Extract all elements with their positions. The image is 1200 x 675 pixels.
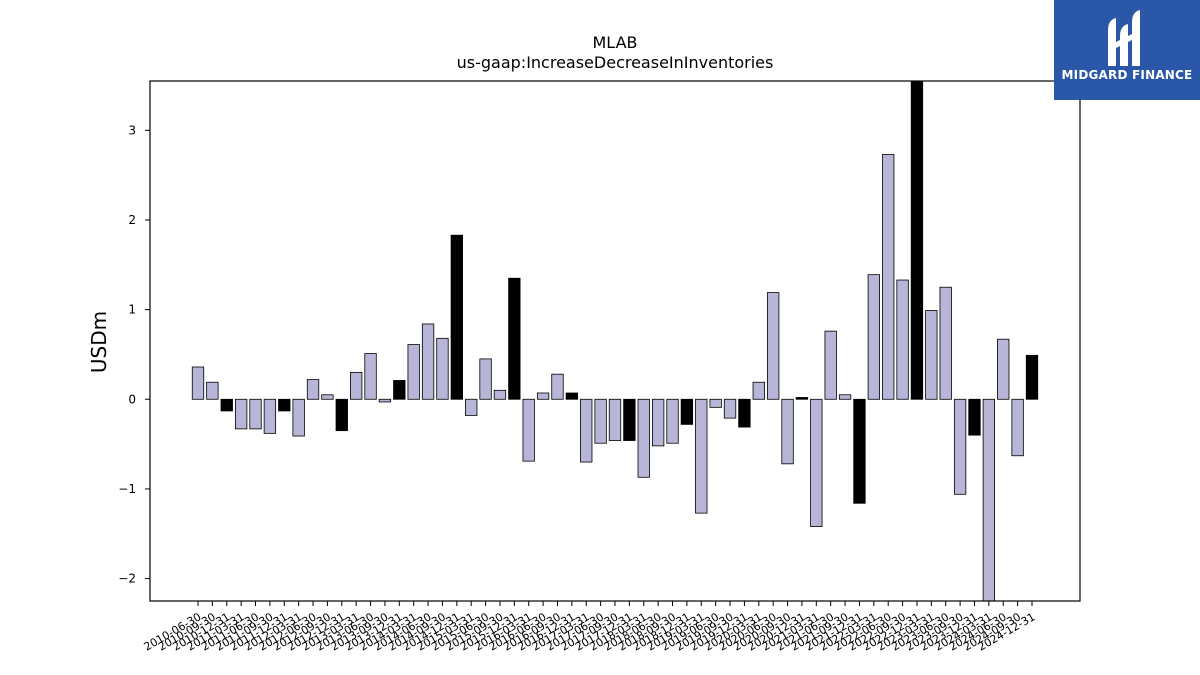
bar-2019-03-31 bbox=[695, 398, 708, 514]
bar-2014-03-31 bbox=[407, 344, 420, 400]
bar-2016-09-30 bbox=[551, 373, 564, 400]
y-ticks: −2 −1 0 1 2 3 bbox=[118, 123, 150, 586]
bar-2012-12-31 bbox=[335, 398, 348, 432]
brand-name: MIDGARD FINANCE bbox=[1061, 68, 1193, 82]
y-tick-label: 2 bbox=[128, 213, 136, 227]
bar-2024-06-30 bbox=[997, 338, 1010, 400]
bar-2016-12-31 bbox=[565, 392, 579, 400]
bar-2011-12-31 bbox=[278, 398, 291, 412]
bar-2012-09-30 bbox=[321, 394, 334, 400]
bar-2021-03-31 bbox=[810, 398, 823, 527]
brand-logo: MIDGARD FINANCE bbox=[1054, 0, 1200, 100]
bar-2017-09-30 bbox=[608, 398, 622, 441]
bar-2021-09-30 bbox=[838, 394, 852, 400]
bar-2024-03-31 bbox=[982, 398, 996, 602]
bar-2016-06-30 bbox=[536, 392, 550, 400]
bar-2018-09-30 bbox=[666, 398, 679, 444]
bar-2020-12-31 bbox=[795, 397, 809, 400]
bar-2014-06-30 bbox=[421, 323, 435, 400]
bar-2015-06-30 bbox=[479, 358, 492, 400]
y-axis-label: USDm bbox=[87, 311, 111, 373]
y-tick-label: −1 bbox=[118, 482, 136, 496]
bar-2016-03-31 bbox=[522, 398, 535, 462]
bar-2018-06-30 bbox=[651, 398, 665, 447]
plot-frame bbox=[149, 80, 1081, 602]
bar-2015-09-30 bbox=[493, 389, 507, 400]
bar-2014-09-30 bbox=[436, 337, 449, 400]
bar-2011-09-30 bbox=[263, 398, 277, 434]
bar-2024-12-31 bbox=[1025, 354, 1039, 400]
y-tick-label: 1 bbox=[128, 303, 136, 317]
x-ticks: 2010-06-302010-09-302010-12-312011-03-31… bbox=[142, 601, 1038, 654]
y-tick-label: 3 bbox=[128, 123, 136, 137]
bar-2023-06-30 bbox=[939, 286, 952, 400]
bars bbox=[191, 80, 1039, 602]
bar-2010-06-30 bbox=[191, 366, 205, 400]
bar-2022-06-30 bbox=[882, 154, 895, 400]
bar-2013-03-31 bbox=[350, 371, 363, 400]
bar-2017-06-30 bbox=[594, 398, 607, 444]
bar-2019-12-31 bbox=[738, 398, 751, 428]
bar-2023-12-31 bbox=[968, 398, 981, 436]
bar-2020-06-30 bbox=[767, 292, 780, 400]
bar-2015-12-31 bbox=[508, 277, 521, 400]
y-tick-label: −2 bbox=[118, 572, 136, 586]
bar-2019-09-30 bbox=[723, 398, 737, 419]
bar-2010-09-30 bbox=[206, 381, 219, 400]
bar-2020-03-31 bbox=[752, 381, 765, 400]
bar-2024-09-30 bbox=[1011, 398, 1024, 457]
bar-2019-06-30 bbox=[709, 398, 722, 408]
bar-2013-09-30 bbox=[378, 398, 392, 403]
bar-2023-09-30 bbox=[953, 398, 967, 495]
bar-2011-06-30 bbox=[249, 398, 262, 430]
bar-2014-12-31 bbox=[450, 234, 463, 400]
bar-2021-12-31 bbox=[853, 398, 866, 504]
chart-subtitle: us-gaap:IncreaseDecreaseInInventories bbox=[457, 53, 774, 72]
bar-2018-12-31 bbox=[680, 398, 694, 425]
y-tick-label: 0 bbox=[128, 392, 136, 406]
bar-2022-09-30 bbox=[896, 279, 909, 400]
bar-2018-03-31 bbox=[637, 398, 650, 478]
midgard-logo-icon bbox=[1108, 10, 1140, 66]
bar-2013-12-31 bbox=[393, 380, 406, 400]
bar-2023-03-31 bbox=[925, 310, 938, 400]
bar-2015-03-31 bbox=[465, 398, 478, 416]
chart-title: MLAB bbox=[592, 33, 637, 52]
bar-2012-03-31 bbox=[292, 398, 305, 437]
bar-2021-06-30 bbox=[824, 330, 837, 400]
bar-2012-06-30 bbox=[306, 379, 320, 400]
bar-2011-03-31 bbox=[234, 398, 248, 430]
bar-2017-03-31 bbox=[580, 398, 593, 463]
bar-2022-12-31 bbox=[910, 80, 924, 400]
bar-2017-12-31 bbox=[623, 398, 636, 441]
bar-2013-06-30 bbox=[364, 353, 377, 400]
bar-2010-12-31 bbox=[220, 398, 233, 412]
bar-2020-09-30 bbox=[781, 398, 794, 465]
bar-2022-03-31 bbox=[867, 274, 880, 400]
